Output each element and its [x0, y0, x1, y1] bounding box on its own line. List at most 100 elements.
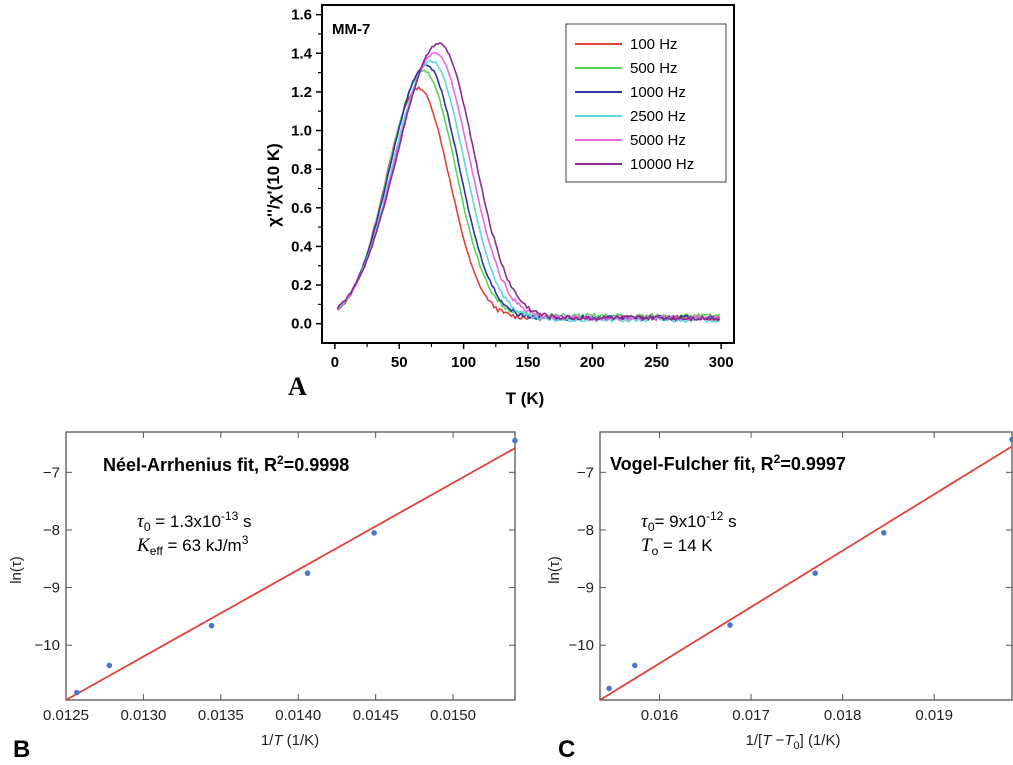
chart-c-ylabel: ln(τ)	[546, 556, 563, 584]
chart-a-panel-label: A	[288, 372, 307, 401]
y-tick-label: 1.0	[291, 123, 312, 140]
y-tick-label: 1.6	[291, 7, 312, 24]
chart-c-title: Vogel-Fulcher fit, R2=0.9997	[610, 452, 846, 474]
chart-b-param-tau: τ0 = 1.3x10-13 s	[137, 509, 252, 534]
x-tick-label: 0.016	[641, 707, 679, 724]
y-tick-label: −8	[43, 522, 60, 539]
chart-c-title-main: Vogel-Fulcher fit, R	[610, 454, 774, 474]
y-tick-label: −9	[43, 580, 60, 597]
chart-c-panel-label: C	[558, 736, 575, 763]
y-tick-label: −9	[577, 580, 594, 597]
chart-c-frame	[599, 431, 1013, 701]
y-tick-label: 0.2	[291, 277, 312, 294]
chart-b-ticks: 0.0125 0.0130 0.0135 0.0140 0.0145 0.0150 −10 −…	[35, 432, 515, 724]
x-tick-label: 50	[391, 354, 408, 371]
tau-value: = 9x10	[655, 512, 707, 531]
y-tick-label: 1.2	[291, 84, 312, 101]
k-value: = 63 kJ/m	[163, 536, 242, 555]
chart-b-marks	[65, 437, 518, 701]
chart-b-param-keff: Keff = 63 kJ/m3	[136, 533, 249, 558]
k-subscript: eff	[150, 544, 164, 558]
x-tick-label: 0.019	[915, 707, 953, 724]
chart-a: 0 50 100 150 200 250 300 0.0 0.2 0.4 0.6 0.8 1.0 1.2 1…	[264, 4, 735, 408]
chart-a-ticks: 0 50 100 150 200 250 300 0.0 0.2 0.4 0.6 0.8 1.0 1.2 1…	[291, 7, 734, 371]
y-tick-label: −10	[569, 637, 594, 654]
xlabel-t1: T	[762, 732, 773, 749]
chart-b-title-main: Néel-Arrhenius fit, R	[103, 455, 277, 475]
tau-unit: s	[238, 512, 251, 531]
tau-subscript: 0	[144, 520, 151, 534]
k-exponent: 3	[242, 533, 249, 547]
data-point	[512, 437, 518, 444]
chart-a-sample-label: MM-7	[332, 21, 370, 38]
chart-b-panel-label: B	[13, 736, 30, 763]
xlabel-mid: −	[771, 732, 784, 749]
x-tick-label: 150	[515, 354, 540, 371]
chart-c-param-tau: τ0= 9x10-12 s	[641, 509, 737, 534]
x-tick-label: 0.0140	[275, 707, 321, 724]
y-tick-label: 1.4	[291, 45, 313, 62]
data-point	[881, 530, 887, 536]
chart-a-curves	[336, 42, 721, 324]
fit-line	[65, 447, 516, 701]
y-tick-label: 0.6	[291, 200, 312, 217]
x-tick-label: 200	[580, 354, 605, 371]
xlabel-t2: T	[784, 732, 795, 749]
chart-b-title-tail: =0.9998	[284, 455, 350, 475]
x-tick-label: 0.018	[824, 707, 862, 724]
k-symbol: K	[136, 535, 151, 556]
y-tick-label: 0.8	[291, 161, 312, 178]
x-tick-label: 100	[451, 354, 476, 371]
chart-c-title-sup: 2	[774, 452, 781, 466]
series-line-10000-hz	[336, 42, 721, 322]
legend-entry: 1000 Hz	[630, 84, 686, 101]
chart-c-marks	[599, 436, 1013, 701]
x-tick-label: 300	[709, 354, 734, 371]
tau-unit: s	[723, 512, 736, 531]
xlabel-pre: 1/[	[746, 732, 764, 749]
data-point	[631, 662, 638, 669]
y-tick-label: 0.4	[291, 238, 313, 255]
chart-b-xlabel: 1/T (1/K)	[261, 732, 319, 749]
tau-subscript: 0	[648, 520, 655, 534]
data-point	[727, 622, 733, 628]
chart-b: 0.0125 0.0130 0.0135 0.0140 0.0145 0.0150 −10 −…	[8, 431, 518, 763]
chart-b-title-sup: 2	[277, 453, 284, 467]
xlabel-sub: 0	[794, 740, 800, 752]
y-tick-label: −8	[577, 522, 594, 539]
xlabel-pre: 1/	[261, 732, 274, 749]
x-tick-label: 0.0130	[120, 707, 166, 724]
legend-entry: 500 Hz	[630, 60, 678, 77]
chart-c-title-tail: =0.9997	[780, 454, 846, 474]
chart-c-xlabel: 1/[T −T0] (1/K)	[746, 732, 841, 752]
x-tick-label: 0	[331, 354, 339, 371]
tau-value: = 1.3x10	[151, 512, 221, 531]
chart-a-legend: 100 Hz 500 Hz 1000 Hz 2500 Hz 5000 Hz 10000 H…	[565, 23, 727, 183]
data-point	[1009, 436, 1013, 443]
y-tick-label: −7	[43, 464, 60, 481]
fit-line	[599, 445, 1013, 701]
data-point	[208, 622, 215, 629]
x-tick-label: 0.0125	[43, 707, 89, 724]
y-tick-label: 0.0	[291, 316, 312, 333]
t-subscript: o	[652, 544, 659, 558]
chart-b-frame	[65, 431, 516, 701]
x-tick-label: 0.0145	[353, 707, 399, 724]
xlabel-post: (1/K)	[283, 732, 320, 749]
chart-a-ylabel: χ''/χ'(10 K)	[264, 143, 283, 227]
x-tick-label: 0.0135	[198, 707, 244, 724]
tau-symbol: τ	[137, 511, 145, 532]
tau-symbol: τ	[641, 511, 649, 532]
chart-b-ylabel: ln(τ)	[8, 556, 25, 584]
xlabel-italic: T	[273, 732, 284, 749]
data-point	[304, 570, 311, 577]
chart-a-legend-box	[565, 23, 727, 183]
xlabel-post: ] (1/K)	[800, 732, 841, 749]
data-point	[371, 530, 377, 536]
legend-entry: 100 Hz	[630, 36, 678, 53]
chart-b-title: Néel-Arrhenius fit, R2=0.9998	[103, 453, 349, 475]
y-tick-label: −10	[35, 637, 60, 654]
x-tick-label: 0.0150	[430, 707, 476, 724]
legend-entry: 2500 Hz	[630, 108, 686, 125]
tau-exponent: -12	[706, 509, 724, 523]
